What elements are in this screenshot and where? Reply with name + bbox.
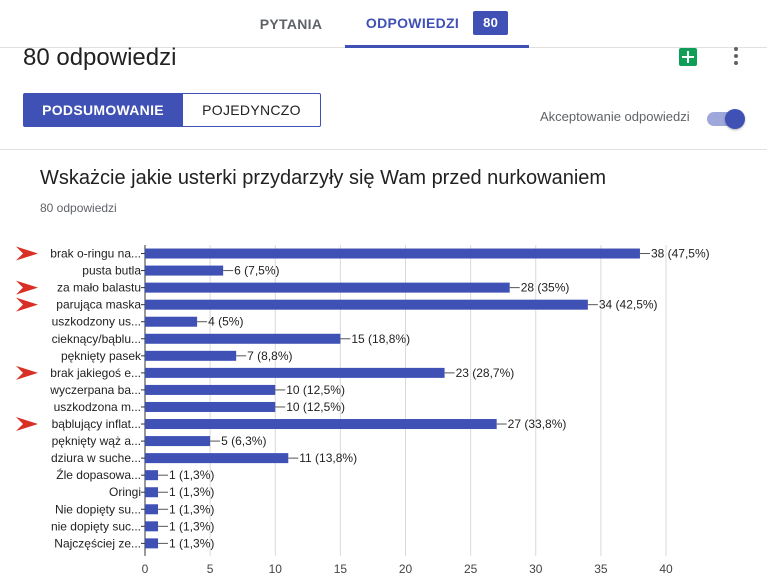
category-label: nie dopięty suc... [51, 519, 141, 533]
question-response-count: 80 odpowiedzi [40, 201, 117, 215]
x-tick-label: 40 [659, 562, 673, 576]
tab-questions[interactable]: PYTANIA [230, 0, 352, 47]
value-label: 6 (7,5%) [234, 264, 279, 278]
value-label: 34 (42,5%) [599, 298, 658, 312]
summary-view-button[interactable]: PODSUMOWANIE [23, 93, 183, 127]
tab-questions-label: PYTANIA [259, 15, 323, 32]
value-label: 1 (1,3%) [169, 485, 214, 499]
value-label: 7 (8,8%) [247, 349, 292, 363]
category-label: Źle dopasowa... [56, 467, 141, 482]
bar [145, 248, 640, 259]
bar [145, 504, 159, 515]
x-tick-label: 20 [399, 562, 413, 576]
value-label: 23 (28,7%) [456, 366, 515, 380]
highlight-arrow-icon [16, 280, 38, 295]
value-label: 38 (47,5%) [651, 247, 710, 261]
category-label: uszkodzona m... [54, 400, 141, 414]
value-label: 10 (12,5%) [286, 383, 345, 397]
value-label: 5 (6,3%) [221, 434, 266, 448]
bar [145, 265, 224, 276]
category-label: Najczęściej ze... [54, 536, 141, 550]
tab-responses-label: ODPOWIEDZI [365, 14, 460, 31]
highlight-arrow-icon [16, 365, 38, 380]
bar [145, 350, 237, 361]
value-label: 15 (18,8%) [351, 332, 410, 346]
highlight-arrow-icon [16, 246, 38, 261]
bar [145, 333, 341, 344]
more-options-icon[interactable] [734, 47, 738, 65]
category-label: bąblujący inflat... [52, 417, 141, 431]
individual-view-button[interactable]: POJEDYNCZO [182, 93, 321, 127]
accepting-responses-toggle[interactable] [707, 108, 745, 129]
bar [145, 436, 211, 447]
value-label: 1 (1,3%) [169, 536, 214, 550]
bar [145, 521, 159, 532]
value-label: 1 (1,3%) [169, 502, 214, 516]
value-label: 4 (5%) [208, 315, 243, 329]
category-label: pusta butla [82, 264, 141, 278]
bar [145, 401, 276, 412]
bar [145, 299, 588, 310]
bar [145, 367, 445, 378]
highlight-arrow-icon [16, 417, 38, 432]
category-label: cieknący/bąblu... [52, 332, 141, 346]
question-title: Wskażcie jakie usterki przydarzyły się W… [40, 167, 607, 189]
top-tabs: PYTANIA ODPOWIEDZI 80 [0, 0, 767, 48]
section-divider [0, 149, 767, 150]
category-label: wyczerpana ba... [49, 383, 141, 397]
value-label: 27 (33,8%) [508, 417, 567, 431]
category-label: Oringi [109, 485, 141, 499]
x-tick-label: 5 [207, 562, 214, 576]
bar [145, 487, 159, 498]
bar [145, 453, 289, 464]
summary-view-label: PODSUMOWANIE [42, 102, 164, 118]
responses-bar-chart: 0 5 10 15 20 25 30 35 40 brak o-ringu na... 38 (47… [16, 245, 710, 576]
value-label: 28 (35%) [521, 281, 570, 295]
category-label: dziura w suche... [51, 451, 141, 465]
value-label: 1 (1,3%) [169, 519, 214, 533]
x-tick-label: 30 [529, 562, 543, 576]
highlight-arrow-icon [16, 297, 38, 312]
category-label: za mało balastu [57, 281, 141, 295]
tab-responses[interactable]: ODPOWIEDZI 80 [345, 0, 529, 48]
x-tick-label: 35 [594, 562, 608, 576]
bar [145, 470, 159, 481]
category-label: brak o-ringu na... [50, 247, 141, 261]
x-tick-label: 10 [269, 562, 283, 576]
category-label: pęknięty pasek [61, 349, 142, 363]
bar [145, 419, 497, 430]
accepting-responses-label: Akceptowanie odpowiedzi [540, 109, 690, 124]
category-label: parująca maska [56, 298, 141, 312]
individual-view-label: POJEDYNCZO [202, 102, 301, 118]
category-label: uszkodzony us... [52, 315, 141, 329]
value-label: 10 (12,5%) [286, 400, 345, 414]
bar [145, 282, 510, 293]
page-title: 80 odpowiedzi [23, 44, 177, 71]
bar [145, 384, 276, 395]
category-label: pęknięty wąż a... [52, 434, 141, 448]
category-label: Nie dopięty su... [55, 502, 141, 516]
bar [145, 538, 159, 549]
responses-count-badge: 80 [473, 10, 509, 35]
value-label: 1 (1,3%) [169, 468, 214, 482]
sheets-icon[interactable] [679, 48, 697, 66]
x-tick-label: 0 [142, 562, 149, 576]
category-label: brak jakiegoś e... [50, 366, 141, 380]
value-label: 11 (13,8%) [299, 451, 357, 465]
x-tick-label: 25 [464, 562, 478, 576]
bar [145, 316, 198, 327]
x-tick-label: 15 [334, 562, 348, 576]
